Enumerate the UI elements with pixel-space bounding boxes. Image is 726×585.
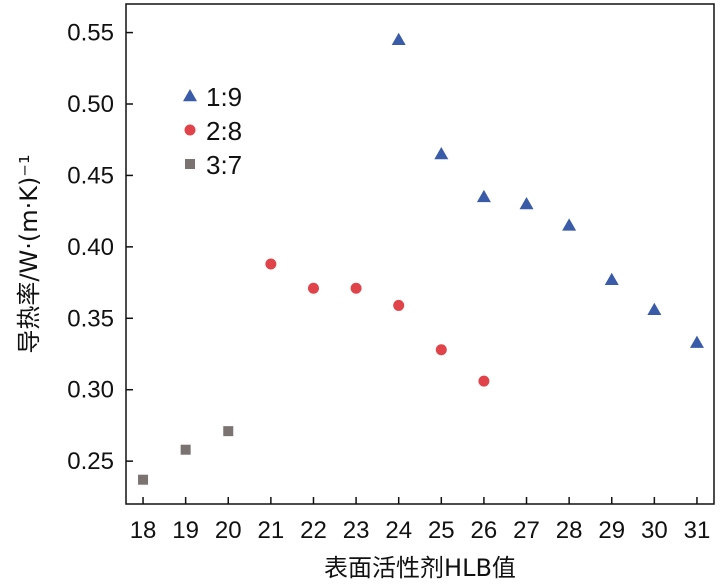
x-tick-label: 28 <box>556 517 583 544</box>
legend-marker-1 <box>183 89 197 102</box>
x-tick-label: 30 <box>641 517 668 544</box>
x-tick-label: 19 <box>172 517 199 544</box>
y-tick-label: 0.45 <box>67 162 114 189</box>
y-tick-label: 0.35 <box>67 305 114 332</box>
y-tick-label: 0.40 <box>67 234 114 261</box>
data-points <box>138 32 704 485</box>
data-point-series-1 <box>519 197 534 210</box>
plot-frame <box>125 3 715 505</box>
x-tick-label: 26 <box>471 517 498 544</box>
data-point-series-1 <box>391 32 406 45</box>
x-tick-label: 23 <box>343 517 370 544</box>
axes <box>125 3 715 505</box>
x-tick-label: 31 <box>684 517 711 544</box>
x-tick-label: 24 <box>385 517 412 544</box>
data-point-series-2 <box>478 375 490 387</box>
x-tick-label: 22 <box>300 517 327 544</box>
data-point-series-1 <box>647 302 662 315</box>
data-point-series-1 <box>604 272 619 285</box>
legend-label-2: 2:8 <box>206 116 242 146</box>
data-point-series-1 <box>689 335 704 348</box>
y-tick-label: 0.50 <box>67 91 114 118</box>
x-tick-label: 21 <box>258 517 285 544</box>
y-tick-label: 0.30 <box>67 377 114 404</box>
legend-label-1: 1:9 <box>206 82 242 112</box>
data-point-series-1 <box>562 218 577 231</box>
x-tick-label: 29 <box>598 517 625 544</box>
legend: 1:9 2:8 3:7 <box>183 82 242 180</box>
data-point-series-2 <box>435 344 447 356</box>
data-point-series-2 <box>265 258 277 270</box>
data-point-series-3 <box>138 474 149 485</box>
x-tick-label: 18 <box>130 517 157 544</box>
x-axis-title: 表面活性剂HLB值 <box>324 554 516 582</box>
y-tick-label: 0.25 <box>67 448 114 475</box>
ticks: 0.25 0.30 0.35 0.40 0.45 0.50 0.55 18 19 20 21 22 23… <box>67 20 710 544</box>
y-axis-title: 导热率/W·(m·K)⁻¹ <box>15 154 43 353</box>
data-point-series-2 <box>307 282 319 294</box>
legend-label-3: 3:7 <box>206 150 242 180</box>
data-point-series-3 <box>223 426 234 437</box>
x-tick-label: 20 <box>215 517 242 544</box>
y-tick-label: 0.55 <box>67 20 114 47</box>
data-point-series-1 <box>434 147 449 160</box>
legend-marker-2 <box>184 124 196 136</box>
x-tick-label: 27 <box>513 517 540 544</box>
data-point-series-3 <box>180 444 191 455</box>
data-point-series-2 <box>350 282 362 294</box>
x-tick-label: 25 <box>428 517 455 544</box>
legend-marker-3 <box>185 159 195 169</box>
data-point-series-2 <box>393 299 405 311</box>
data-point-series-1 <box>476 189 491 203</box>
